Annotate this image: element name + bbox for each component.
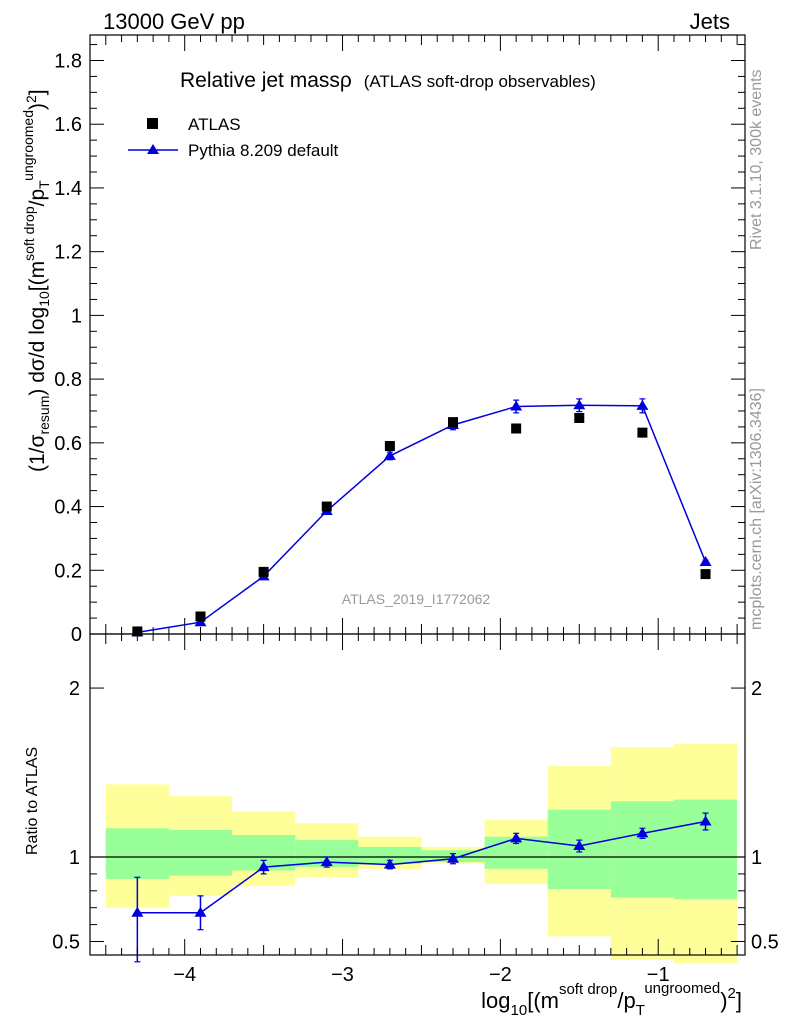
ratio-ylabel: Ratio to ATLAS <box>24 747 41 855</box>
pythia-point <box>383 449 396 460</box>
pythia-point <box>510 400 523 411</box>
atlas-point <box>195 611 206 622</box>
legend-label-atlas: ATLAS <box>188 115 241 134</box>
chart-title: Relative jet massρ (ATLAS soft-drop obse… <box>180 69 596 92</box>
ratio-band-inner-0 <box>105 828 169 879</box>
main-ytick-label: 1.4 <box>54 178 82 200</box>
atlas-point <box>258 566 269 577</box>
main-ytick-label: 0 <box>71 624 82 646</box>
ratio-frame-rect <box>89 633 746 956</box>
title-text: Relative jet massρ <box>180 69 352 92</box>
header-right: Jets <box>690 9 730 34</box>
ratio-ytick-label-right: 1 <box>751 847 762 869</box>
pythia-point <box>573 399 586 410</box>
legend-marker-atlas <box>147 118 158 129</box>
atlas-point <box>448 417 459 428</box>
ratio-band-inner-4 <box>358 846 422 864</box>
atlas-point <box>132 626 143 637</box>
ratio-ytick-label-right: 0.5 <box>751 931 779 953</box>
main-ytick-label: 1 <box>71 305 82 327</box>
ratio-ytick-label-left: 0.5 <box>52 931 80 953</box>
ratio-pythia-point <box>383 858 396 869</box>
ratio-band-inner-1 <box>168 829 233 876</box>
pythia-point <box>699 555 712 566</box>
main-ytick-label: 0.2 <box>54 560 82 582</box>
analysis-label: ATLAS_2019_I1772062 <box>342 591 491 607</box>
atlas-point <box>700 569 711 580</box>
main-ytick-label: 1.2 <box>54 242 82 264</box>
ratio-pythia-point <box>194 906 207 917</box>
ratio-ytick-label-right: 2 <box>751 678 762 700</box>
ratio-pythia-point <box>699 815 712 826</box>
ratio-pythia-point <box>447 852 460 863</box>
legend-marker-pythia <box>147 144 159 154</box>
legend-label-pythia: Pythia 8.209 default <box>188 141 339 160</box>
pythia-point <box>636 399 649 410</box>
main-ytick-label: 1.8 <box>54 50 82 72</box>
ratio-pythia-point <box>510 832 523 843</box>
mcplots-info: mcplots.cern.ch [arXiv:1306.3436] <box>748 388 765 630</box>
ratio-ytick-label-left: 2 <box>69 678 80 700</box>
ratio-pythia-point <box>636 827 649 838</box>
xtick-label: −2 <box>489 964 512 986</box>
atlas-point <box>511 423 522 434</box>
main-ytick-label: 0.6 <box>54 433 82 455</box>
atlas-point <box>637 427 648 438</box>
header-left: 13000 GeV pp <box>103 9 245 34</box>
atlas-point <box>574 412 585 423</box>
ratio-band-inner-8 <box>610 801 674 898</box>
atlas-point <box>384 441 395 452</box>
atlas-point <box>321 501 332 512</box>
xtick-label: −4 <box>173 964 196 986</box>
ratio-plot-frame <box>89 633 746 956</box>
legend: ATLAS Pythia 8.209 default <box>128 115 339 160</box>
rivet-info: Rivet 3.1.10, 300k events <box>748 69 765 250</box>
ratio-ytick-label-left: 1 <box>69 847 80 869</box>
ratio-pythia-point <box>131 906 144 917</box>
subtitle-text: (ATLAS soft-drop observables) <box>364 72 596 91</box>
xtick-label: −3 <box>331 964 354 986</box>
ratio-pythia-point <box>320 856 333 867</box>
main-ylabel: (1/σresum) dσ/d log10[(msoft drop/pTungr… <box>20 89 52 472</box>
ratio-pythia-point <box>573 840 586 851</box>
ratio-pythia-line <box>137 820 706 914</box>
ratio-pythia-point <box>257 861 270 872</box>
main-ytick-label: 0.4 <box>54 497 82 519</box>
pythia-line <box>137 404 707 634</box>
main-axis-ticks: 0 0.2 0.4 0.6 0.8 1 1.2 1.4 1.6 1.8 <box>54 35 745 646</box>
x-axis-label: log10[(msoft drop/pTungroomed)2] <box>481 980 742 1019</box>
main-ytick-label: 0.8 <box>54 369 82 391</box>
main-ytick-label: 1.6 <box>54 114 82 136</box>
xtick-label: −1 <box>647 964 670 986</box>
ratio-axis-ticks: 0.5 0.5 1 1 2 2 −4 −3 −2 −1 <box>52 634 779 986</box>
